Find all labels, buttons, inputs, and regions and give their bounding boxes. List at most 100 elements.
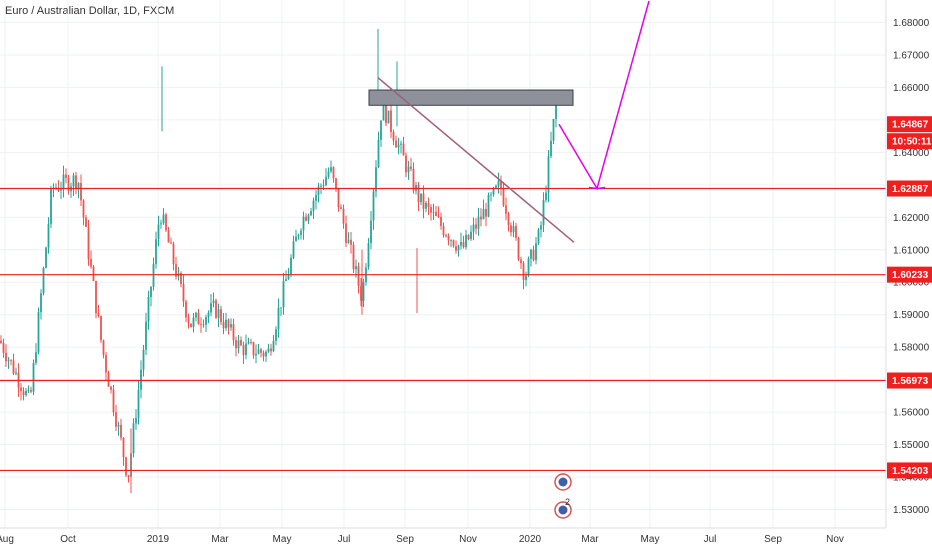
candle-body [352,244,355,270]
candle-body [345,223,347,243]
candle-body [417,185,420,203]
level-price-tag-bg [887,266,932,283]
x-tick-label: Nov [826,534,844,545]
y-tick-label: 1.56000 [893,408,930,419]
candle-body [450,240,452,241]
candle-body [47,223,50,248]
candle-body [535,243,537,261]
candle-body [60,189,62,191]
candle-body [2,342,5,353]
candle-body [435,211,437,216]
candle-body [537,229,540,244]
candle-body [372,191,375,221]
candle-body [192,317,195,328]
descending-trendline[interactable] [377,77,575,243]
candle-body [235,340,237,349]
candle-body [215,300,217,318]
candle-body [432,211,435,213]
candle-body [197,312,200,325]
candle-body [207,312,210,318]
candle-body [35,352,37,363]
resistance-zone[interactable] [368,89,574,106]
candle-body [477,216,480,229]
candle-body [155,239,157,264]
candle-body [102,340,105,355]
candle-body [367,243,370,268]
candle-body [327,171,330,177]
candle-body [57,187,60,191]
candle-body [462,241,465,248]
candle-body [187,317,190,324]
level-price-tag: 1.54203 [892,466,929,477]
candle-body [117,424,120,427]
candle-body [222,321,225,329]
candle-body [305,216,307,221]
candle-body [152,263,155,287]
x-axis[interactable]: Aug Oct 2019 Mar May Jul Sep Nov 2020 Mar May Jul Se… [0,534,844,545]
candle-body [50,188,52,224]
candle-body [120,424,122,438]
y-tick-label: 1.58000 [893,343,930,354]
candle-body [390,110,392,133]
level-price-tag: 1.62887 [892,184,929,195]
candle-body [482,209,485,220]
candle-body [225,319,227,329]
candle-body [5,352,7,362]
y-tick-label: 1.68000 [893,18,930,29]
candle-body [350,239,352,245]
candle-body [12,360,15,374]
candle-body [292,241,295,258]
arrowhead-mark [588,186,606,190]
candle-body [392,132,395,141]
x-tick-label: 2019 [147,534,170,545]
candle-body [125,457,127,476]
candle-body [275,329,277,342]
candle-body [500,180,502,190]
y-tick-label: 1.59000 [893,310,930,321]
candle-body [247,342,250,344]
candle-body [442,226,445,236]
candle-body [530,249,532,259]
x-tick-label: 2020 [519,534,542,545]
candle-body [527,258,530,276]
candle-body [240,340,242,346]
candle-body [455,246,457,251]
candle-body [172,243,175,265]
candle-body [357,266,360,286]
flag-globe-icon [558,477,568,487]
candle-body [75,175,77,189]
candle-body [27,389,30,391]
y-tick-label: 1.64000 [893,148,930,159]
candle-body [40,293,42,313]
candle-body [150,286,152,297]
y-tick-label: 1.67000 [893,50,930,61]
candle-body [380,120,382,140]
candle-body [430,206,432,213]
candle-body [135,417,137,424]
candle-body [505,205,507,214]
candle-body [262,352,265,357]
level-price-tag: 1.60233 [892,270,929,281]
candle-body [375,167,377,192]
candle-body [452,240,455,247]
candle-body [210,303,212,313]
candle-body [260,349,262,353]
level-price-tag-bg [887,372,932,389]
candle-body [485,209,487,217]
candle-body [255,353,257,356]
candle-body [25,390,27,396]
candle-body [80,183,82,201]
candle-body [272,341,275,352]
candle-body [460,241,462,246]
x-tick-label: Sep [396,534,414,545]
candle-body [140,369,142,390]
candle-body [95,280,97,314]
candle-body [397,144,400,148]
candles [0,28,557,494]
candle-body [497,180,500,186]
candle-body [200,324,202,326]
candle-body [160,223,162,225]
candle-body [495,185,497,188]
candle-body [342,208,345,224]
